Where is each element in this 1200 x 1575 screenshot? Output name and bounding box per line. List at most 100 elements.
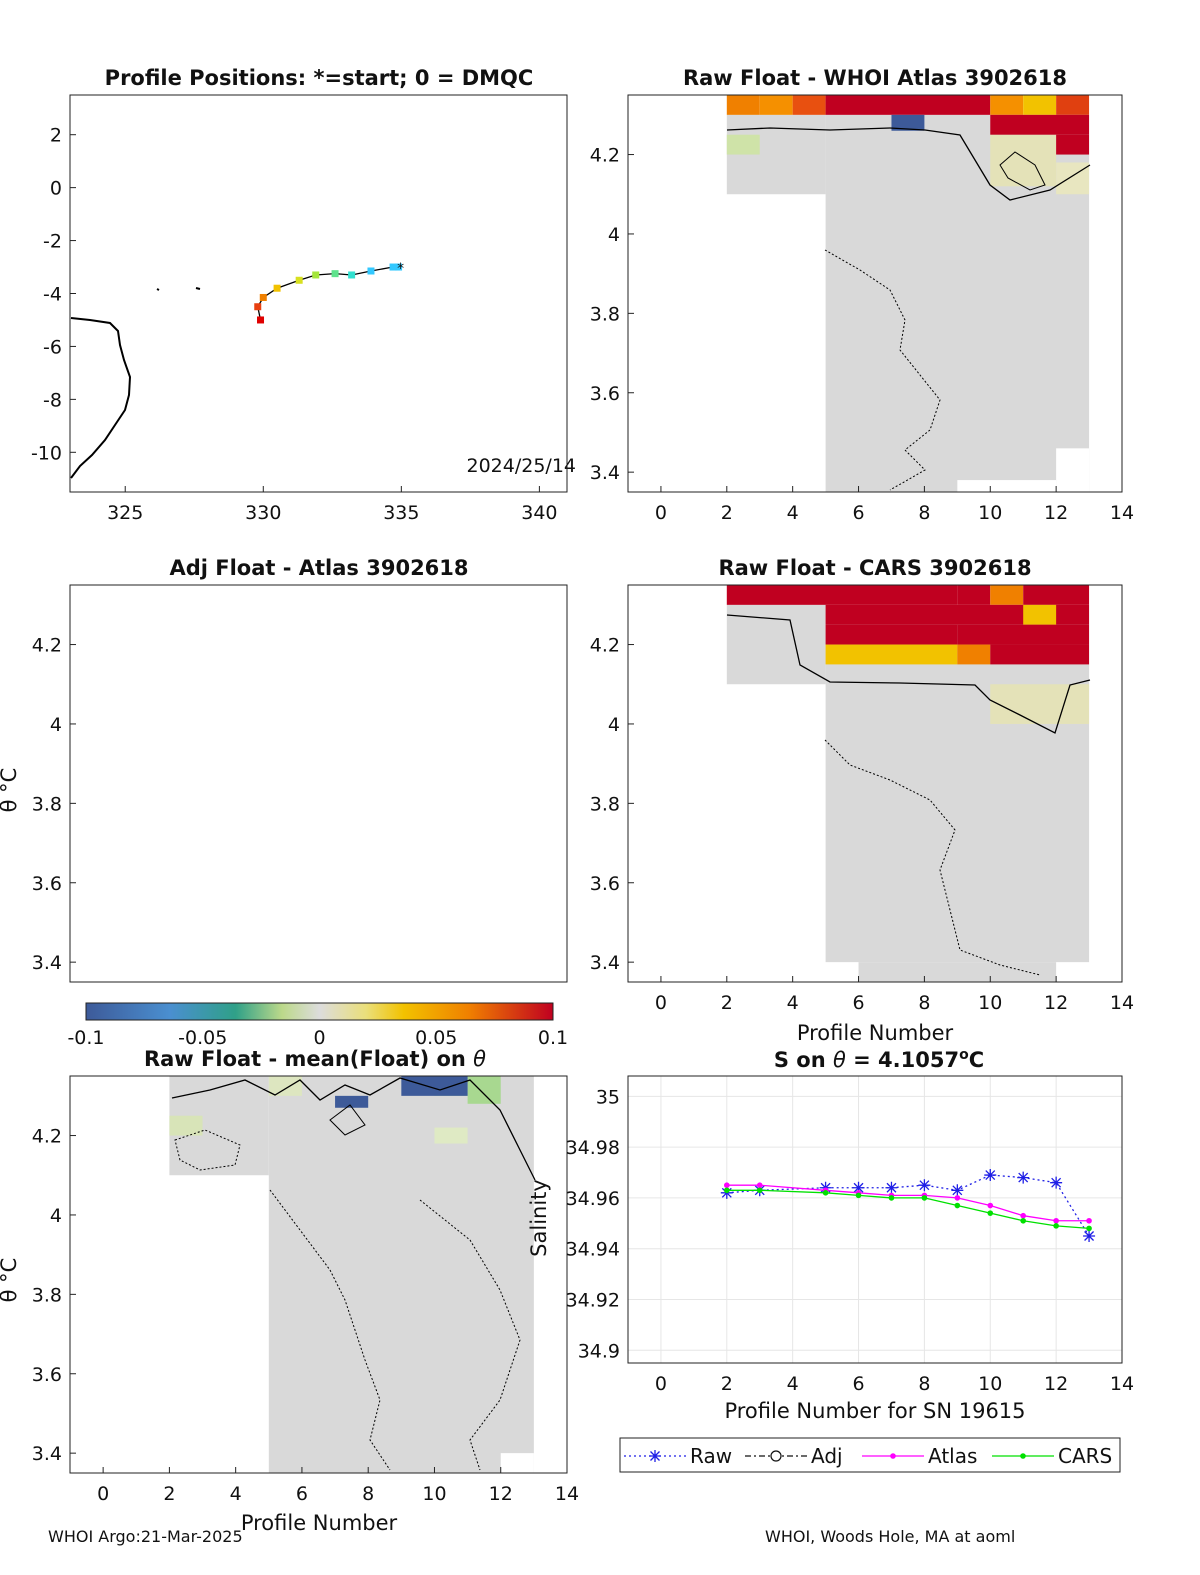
map-axes-box (69, 94, 568, 493)
x-tick-label: 10 (422, 1483, 446, 1505)
start-marker: * (397, 261, 404, 277)
adj-atlas-ylabel: θ °C (0, 768, 21, 813)
y-tick-label: 3.4 (32, 952, 62, 974)
x-tick-label: 330 (245, 502, 281, 524)
heatmap-cell (500, 1453, 534, 1473)
profile-position-marker (395, 263, 403, 271)
axes-box (69, 584, 568, 983)
heatmap-cell (990, 95, 1024, 115)
x-tick-label: 6 (296, 1483, 308, 1505)
data-point-cars (954, 1202, 961, 1209)
y-tick-label: 3.4 (32, 1443, 62, 1465)
data-point-atlas (954, 1195, 961, 1201)
x-tick-label: 4 (787, 1373, 799, 1395)
colorbar-ticks: -0.1 -0.05 0 0.05 0.1 (67, 1027, 568, 1049)
colorbar-tick-label: -0.1 (67, 1027, 104, 1049)
data-point-raw (1083, 1230, 1096, 1243)
raw-atlas-title: Raw Float - WHOI Atlas 3902618 (683, 66, 1067, 90)
colorbar-tick-label: -0.05 (178, 1027, 227, 1049)
data-point-cars (855, 1192, 862, 1199)
data-point-raw (885, 1181, 898, 1194)
salinity-panel: S on θ = 4.1057oC 0 2 4 6 8 10 12 14 34.9 34.92 34… (527, 1047, 1134, 1473)
y-tick-label: 0 (50, 178, 62, 200)
track-line (257, 266, 399, 321)
salinity-xlabel: Profile Number for SN 19615 (724, 1399, 1025, 1423)
adj-atlas-panel: Adj Float - Atlas 3902618 3.43.63.844.2 … (0, 556, 568, 983)
y-tick-label: 3.6 (32, 873, 62, 895)
x-tick-label: 6 (852, 992, 864, 1014)
x-tick-label: 14 (555, 1483, 579, 1505)
raw-cars-xlabel: Profile Number (797, 1021, 954, 1045)
x-tick-label: 8 (918, 1373, 930, 1395)
x-tick-label: 10 (978, 992, 1002, 1014)
axes-box (627, 584, 1123, 983)
raw-mean-title-text: Raw Float - mean(Float) on (144, 1047, 473, 1071)
heatmap-cell (825, 644, 958, 665)
legend-marker-atlas (890, 1453, 896, 1459)
y-tick-label: 4 (608, 224, 620, 246)
profile-position-marker (295, 276, 303, 284)
x-tick-label: 10 (978, 1373, 1002, 1395)
heatmap-cell (401, 1076, 468, 1096)
legend: Raw Adj Atlas CARS (619, 1437, 1121, 1473)
salinity-title-unit: C (969, 1048, 984, 1072)
legend-items: Raw Adj Atlas CARS (624, 1444, 1112, 1468)
colorbar-tick-label: 0 (313, 1027, 325, 1049)
contour-line (419, 1199, 521, 1471)
heatmap-cell (990, 644, 1090, 665)
heatmap-cell (726, 585, 958, 605)
heatmap-cell (990, 684, 1090, 724)
profile-position-marker (254, 303, 262, 311)
y-tick-label: 3.4 (590, 952, 620, 974)
heatmap-cell (957, 624, 1090, 645)
x-tick-label: 12 (489, 1483, 513, 1505)
y-tick-label: -2 (43, 231, 62, 253)
raw-mean-panel: Raw Float - mean(Float) on θ 3.4 3.6 3.8 4 4… (0, 1047, 579, 1535)
x-tick-label: 2 (721, 992, 733, 1014)
data-point-cars (1053, 1223, 1059, 1229)
x-tick-label: 8 (362, 1483, 374, 1505)
x-tick-label: 14 (1110, 502, 1134, 524)
axes-box (627, 1075, 1123, 1364)
heatmap-cell (1023, 95, 1057, 115)
float-track: * (254, 261, 404, 324)
x-tick-label: 0 (655, 502, 667, 524)
map-date-label: 2024/25/14 (466, 455, 576, 477)
raw-atlas-heatmap (726, 95, 1090, 492)
salinity-title: S on θ = 4.1057oC (774, 1047, 984, 1072)
data-point-cars (1086, 1225, 1092, 1232)
heatmap-cell (792, 95, 826, 115)
heatmap-cell (825, 624, 958, 645)
y-tick-label: 35 (596, 1086, 620, 1108)
y-tick-label: 4.2 (590, 145, 620, 167)
profile-position-marker (389, 263, 397, 271)
y-tick-label: 3.8 (590, 303, 620, 325)
contour-line (824, 249, 941, 491)
y-tick-label: 4 (50, 1205, 62, 1227)
x-tick-label: 0 (97, 1483, 109, 1505)
heatmap-cell (990, 585, 1024, 605)
raw-cars-panel: Raw Float - CARS 3902618 3.4 3.6 3.8 4 4.2 0 2… (590, 556, 1134, 1045)
y-tick-label: 34.94 (566, 1239, 620, 1261)
data-point-raw (1050, 1176, 1063, 1189)
colorbar: -0.1 -0.05 0 0.05 0.1 (67, 1002, 568, 1049)
profile-position-marker (259, 293, 267, 301)
salinity-ylabel: Salinity (527, 1179, 551, 1257)
raw-atlas-panel: Raw Float - WHOI Atlas 3902618 3.4 3.6 3.8… (590, 66, 1134, 524)
y-tick-label: 34.9 (578, 1340, 620, 1362)
y-tick-label: 3.8 (32, 1284, 62, 1306)
x-tick-label: 14 (1110, 992, 1134, 1014)
profile-position-marker (348, 271, 356, 279)
degree-symbol: o (959, 1047, 969, 1063)
raw-mean-title: Raw Float - mean(Float) on θ (144, 1047, 486, 1071)
data-point-atlas (756, 1182, 763, 1189)
heatmap-cell (759, 95, 793, 115)
data-point-cars (888, 1195, 895, 1201)
data-point-raw (1017, 1171, 1030, 1184)
heatmap-cell (726, 134, 760, 155)
y-tick-label: 4.2 (590, 635, 620, 657)
theta-symbol: θ (473, 1047, 486, 1071)
contour-line (824, 739, 1041, 976)
colorbar-tick-label: 0.05 (415, 1027, 457, 1049)
